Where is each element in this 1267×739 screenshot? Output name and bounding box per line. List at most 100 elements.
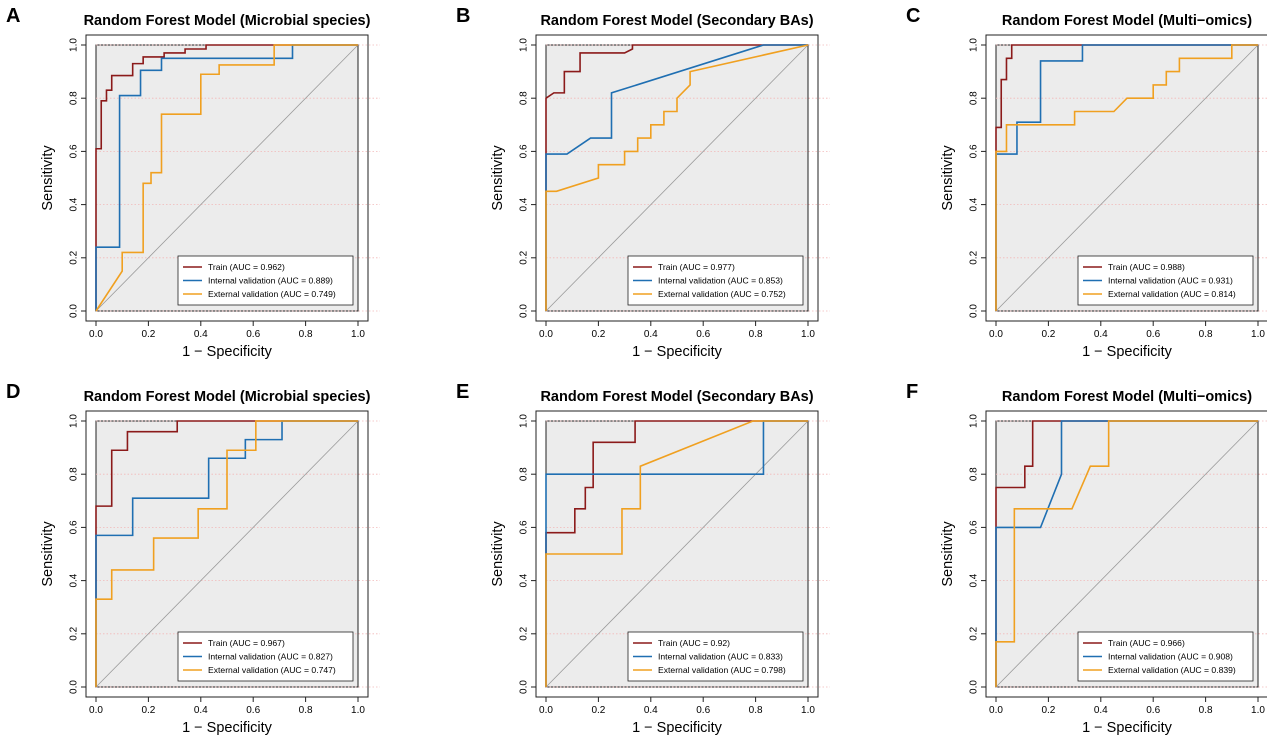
- x-tick-label: 1.0: [801, 329, 815, 340]
- roc-curve-train: [995, 44, 1258, 311]
- diagonal-reference: [545, 420, 809, 688]
- diagonal-reference: [545, 44, 809, 312]
- x-axis-label: 1 − Specificity: [1082, 344, 1173, 360]
- legend-entry: Internal validation (AUC = 0.931): [1108, 276, 1233, 286]
- diagonal-reference: [95, 420, 359, 688]
- legend-entry: Internal validation (AUC = 0.853): [658, 276, 783, 286]
- x-tick-label: 0.4: [644, 329, 658, 340]
- x-axis-label: 1 − Specificity: [632, 720, 723, 736]
- roc-panel-c: C Random Forest Model (Multi−omics) 0.0 0.2…: [906, 5, 1267, 360]
- x-tick-label: 1.0: [801, 705, 815, 716]
- y-axis-label: Sensitivity: [40, 145, 56, 211]
- diagonal-reference: [995, 44, 1259, 312]
- x-tick-label: 0.0: [89, 705, 103, 716]
- legend-box: [1077, 631, 1254, 682]
- y-axis-label: Sensitivity: [940, 521, 956, 587]
- roc-curve-external: [95, 420, 358, 687]
- y-tick-label: 0.8: [69, 467, 80, 481]
- roc-curve-external: [545, 44, 809, 311]
- x-tick-label: 1.0: [351, 329, 365, 340]
- y-tick-label: 0.2: [969, 626, 980, 640]
- legend-box: [177, 255, 354, 306]
- x-tick-label: 0.4: [644, 705, 658, 716]
- panel-letter: E: [456, 381, 469, 403]
- legend: Train (AUC = 0.988) Internal validation (…: [1077, 255, 1254, 306]
- legend-box: [627, 631, 804, 682]
- x-axis-label: 1 − Specificity: [1082, 720, 1173, 736]
- x-tick-label: 0.0: [989, 705, 1003, 716]
- x-tick-label: 0.6: [1146, 705, 1160, 716]
- roc-curve-internal: [545, 44, 808, 311]
- x-tick-label: 0.0: [89, 329, 103, 340]
- chart-title: Random Forest Model (Multi−omics): [1002, 13, 1252, 29]
- x-tick-label: 0.4: [194, 705, 208, 716]
- y-tick-label: 0.0: [69, 304, 80, 318]
- roc-panel-f: F Random Forest Model (Multi−omics) 0.0 0.2…: [906, 381, 1267, 736]
- legend-entry: Train (AUC = 0.977): [658, 262, 735, 272]
- roc-panel-a: A Random Forest Model (Microbial species)…: [6, 5, 380, 360]
- chart-title: Random Forest Model (Microbial species): [84, 389, 371, 405]
- legend-entry: Train (AUC = 0.962): [208, 262, 285, 272]
- chart-title: Random Forest Model (Microbial species): [84, 13, 371, 29]
- y-tick-label: 0.8: [969, 467, 980, 481]
- y-tick-label: 0.6: [69, 144, 80, 158]
- panel-letter: C: [906, 5, 920, 27]
- x-tick-label: 0.8: [749, 329, 763, 340]
- chart-title: Random Forest Model (Secondary BAs): [540, 389, 813, 405]
- legend: Train (AUC = 0.977) Internal validation (…: [627, 255, 804, 306]
- y-tick-label: 0.0: [969, 304, 980, 318]
- x-tick-label: 0.8: [749, 705, 763, 716]
- x-tick-label: 0.0: [539, 705, 553, 716]
- x-tick-label: 0.6: [1146, 329, 1160, 340]
- legend-box: [1077, 255, 1254, 306]
- x-tick-label: 0.4: [1094, 329, 1108, 340]
- roc-curve-train: [995, 420, 1258, 687]
- y-tick-label: 0.6: [969, 144, 980, 158]
- x-tick-label: 1.0: [351, 705, 365, 716]
- x-axis-label: 1 − Specificity: [182, 720, 273, 736]
- legend: Train (AUC = 0.92) Internal validation (A…: [627, 631, 804, 682]
- legend-entry: Internal validation (AUC = 0.889): [208, 276, 333, 286]
- roc-curve-internal: [95, 420, 358, 687]
- y-tick-label: 0.6: [69, 520, 80, 534]
- roc-curve-external: [995, 44, 1258, 311]
- y-tick-label: 0.4: [69, 197, 80, 211]
- x-tick-label: 0.6: [696, 329, 710, 340]
- y-tick-label: 0.2: [519, 250, 530, 264]
- y-tick-label: 0.8: [519, 467, 530, 481]
- roc-panel-e: E Random Forest Model (Secondary BAs) 0.0 0…: [456, 381, 830, 736]
- legend-entry: External validation (AUC = 0.747): [208, 665, 336, 675]
- legend-entry: External validation (AUC = 0.839): [1108, 665, 1236, 675]
- panel-letter: A: [6, 5, 20, 27]
- roc-curve-external: [545, 420, 808, 687]
- y-tick-label: 0.6: [519, 144, 530, 158]
- x-tick-label: 0.6: [246, 329, 260, 340]
- legend-entry: External validation (AUC = 0.814): [1108, 289, 1236, 299]
- legend-entry: Train (AUC = 0.92): [658, 638, 730, 648]
- y-tick-label: 0.4: [519, 573, 530, 587]
- legend-box: [627, 255, 804, 306]
- x-tick-label: 0.2: [141, 705, 155, 716]
- roc-curve-external: [995, 420, 1258, 687]
- plot-frame: [535, 410, 819, 698]
- roc-curve-train: [545, 420, 808, 687]
- legend: Train (AUC = 0.966) Internal validation (…: [1077, 631, 1254, 682]
- y-axis-label: Sensitivity: [490, 145, 506, 211]
- x-tick-label: 0.8: [299, 329, 313, 340]
- y-tick-label: 1.0: [69, 414, 80, 428]
- x-tick-label: 0.4: [194, 329, 208, 340]
- x-tick-label: 0.2: [1041, 329, 1055, 340]
- y-tick-label: 0.0: [69, 680, 80, 694]
- y-tick-label: 0.6: [969, 520, 980, 534]
- y-tick-label: 1.0: [69, 38, 80, 52]
- y-axis-label: Sensitivity: [490, 521, 506, 587]
- legend-entry: Internal validation (AUC = 0.833): [658, 652, 783, 662]
- x-tick-label: 0.2: [141, 329, 155, 340]
- y-tick-label: 0.0: [519, 680, 530, 694]
- y-tick-label: 0.4: [969, 197, 980, 211]
- plot-frame: [85, 410, 369, 698]
- y-tick-label: 0.4: [519, 197, 530, 211]
- x-tick-label: 0.0: [539, 329, 553, 340]
- y-tick-label: 0.2: [519, 626, 530, 640]
